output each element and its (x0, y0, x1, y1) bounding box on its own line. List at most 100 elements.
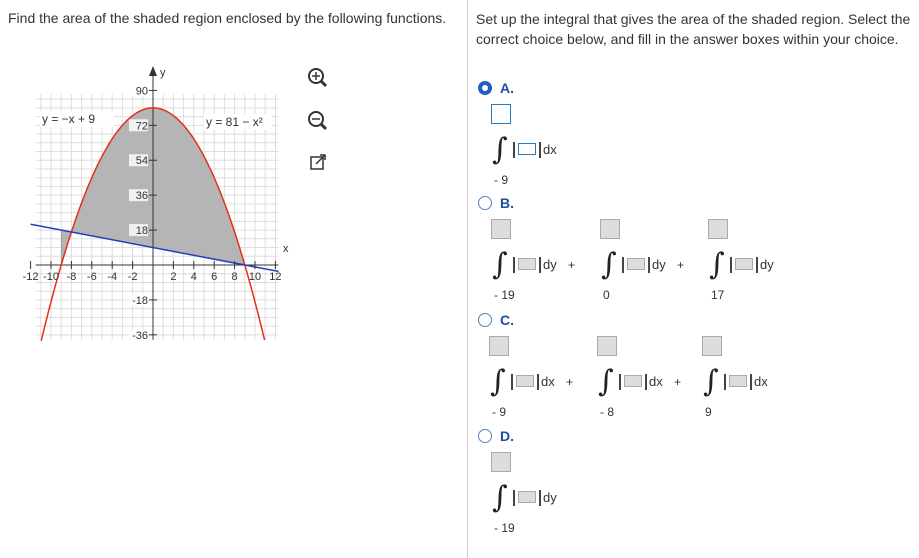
radio-button[interactable] (478, 196, 492, 210)
integrand-box[interactable] (518, 143, 536, 155)
option-letter: D. (500, 428, 514, 444)
tick-label-bg (129, 154, 148, 167)
zoom-in-icon[interactable] (308, 68, 328, 88)
x-tick-label: 12 (269, 271, 281, 283)
integrand-box[interactable] (735, 258, 753, 270)
upper-limit-input[interactable] (489, 336, 509, 356)
integrand-box[interactable] (729, 375, 747, 387)
y-tick-label: -36 (132, 330, 148, 342)
integrand-box[interactable] (518, 258, 536, 270)
integral-sign: ∫ (703, 364, 719, 399)
differential: dy (543, 257, 557, 272)
y-tick-label: -18 (132, 295, 148, 307)
x-tick-label: -8 (67, 271, 77, 283)
plus-sign: + (677, 258, 685, 272)
upper-limit-input[interactable] (491, 452, 511, 472)
integral-sign: ∫ (601, 247, 617, 282)
upper-limit-input[interactable] (600, 219, 620, 239)
x-tick-label: 6 (211, 271, 217, 283)
integrand-box[interactable] (627, 258, 645, 270)
option-letter: A. (500, 80, 514, 96)
option-letter: B. (500, 195, 514, 211)
integrand-input (724, 374, 752, 390)
differential: dx (649, 374, 663, 389)
x-tick-label: -12 (23, 271, 39, 283)
curve-label: y = 81 − x² (206, 115, 263, 129)
differential: dx (754, 374, 768, 389)
radio-button[interactable] (478, 313, 492, 327)
upper-limit-input[interactable] (491, 104, 511, 124)
lower-limit: 9 (705, 405, 712, 419)
question: Find the area of the shaded region enclo… (8, 10, 447, 26)
upper-limit-input[interactable] (702, 336, 722, 356)
label-box (204, 114, 272, 130)
integrand-box[interactable] (624, 375, 642, 387)
y-tick-label: 90 (136, 85, 148, 97)
zoom-out-icon[interactable] (308, 111, 328, 131)
integrand-box[interactable] (516, 375, 534, 387)
radio-button[interactable] (478, 81, 492, 95)
lower-limit: 17 (711, 288, 725, 302)
x-tick-label: -2 (128, 271, 138, 283)
option-letter: C. (500, 312, 514, 328)
differential: dx (541, 374, 555, 389)
x-axis-label: x (283, 243, 289, 255)
integrand-input (622, 257, 650, 273)
differential: dy (652, 257, 666, 272)
lower-limit: - 19 (494, 521, 515, 535)
x-tick-label: 2 (170, 271, 176, 283)
y-tick-label: 36 (136, 190, 148, 202)
integral-sign: ∫ (492, 247, 508, 282)
x-tick-label: 4 (191, 271, 197, 283)
label-box (40, 111, 114, 127)
x-tick-label: -6 (87, 271, 97, 283)
x-tick-label: -10 (43, 271, 59, 283)
divider (467, 0, 468, 558)
line-function (30, 223, 279, 273)
integral-sign: ∫ (709, 247, 725, 282)
integrand-input (513, 142, 541, 158)
tick-label-bg (129, 328, 148, 341)
y-tick-label: 72 (136, 120, 148, 132)
lower-limit: 0 (603, 288, 610, 302)
radio-button[interactable] (478, 429, 492, 443)
differential: dx (543, 142, 557, 157)
integrand-input (513, 490, 541, 506)
integrand-input (511, 374, 539, 390)
y-axis-label: y (160, 67, 166, 79)
tick-label-bg (129, 224, 148, 237)
y-tick-label: 54 (136, 155, 148, 167)
differential: dy (543, 490, 557, 505)
differential: dy (760, 257, 774, 272)
integral-sign: ∫ (492, 132, 508, 167)
upper-limit-input[interactable] (708, 219, 728, 239)
integral-sign: ∫ (598, 364, 614, 399)
graph: y x 90 72 54 36 18 -18 -36 -12 -10 -8 -6 -4 -2 2 4 6 8 10 12… (23, 66, 328, 342)
tick-label-bg (129, 189, 148, 202)
lower-limit: - 9 (494, 173, 509, 187)
lower-limit: - 8 (600, 405, 615, 419)
tick-label-bg (129, 84, 148, 97)
integrand-input (513, 257, 541, 273)
parabola (40, 107, 266, 342)
open-external-icon[interactable] (310, 154, 326, 170)
integrand-input (619, 374, 647, 390)
line-label: y = −x + 9 (42, 112, 95, 126)
upper-limit-input[interactable] (597, 336, 617, 356)
x-tick-label: 10 (249, 271, 261, 283)
tick-label-bg (129, 119, 148, 132)
lower-limit: - 9 (492, 405, 507, 419)
upper-limit-input[interactable] (491, 219, 511, 239)
tick-label-bg (129, 293, 148, 306)
x-tick-label: -4 (107, 271, 117, 283)
x-tick-label: 8 (232, 271, 238, 283)
lower-limit: - 19 (494, 288, 515, 302)
plus-sign: + (674, 375, 682, 389)
y-axis-arrow (149, 66, 157, 76)
integrand-box[interactable] (518, 491, 536, 503)
plus-sign: + (566, 375, 574, 389)
integral-sign: ∫ (490, 364, 506, 399)
integrand-input (730, 257, 758, 273)
integral-sign: ∫ (492, 480, 508, 515)
